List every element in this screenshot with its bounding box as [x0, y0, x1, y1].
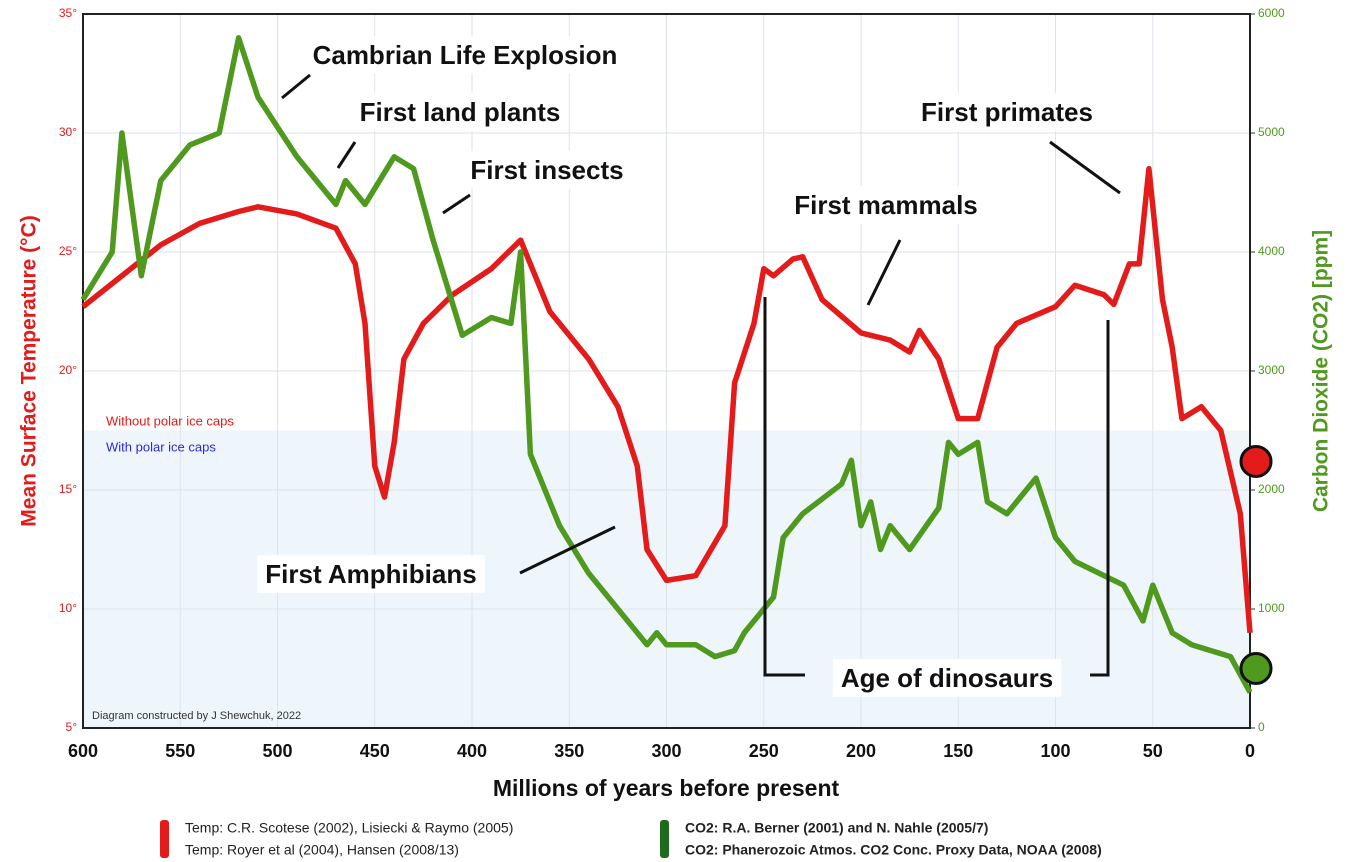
annotation: Cambrian Life Explosion: [313, 40, 618, 70]
annotation-bg: [351, 92, 569, 131]
annotation: First Amphibians: [265, 559, 476, 589]
plot-frame: [82, 13, 1251, 729]
present-marker: [1239, 444, 1273, 478]
y2-tick-label: 6000: [1258, 6, 1285, 20]
x-tick-label: 600: [68, 741, 98, 761]
x-tick-label: 150: [943, 741, 973, 761]
leader-line: [442, 193, 471, 215]
source-swatch: [660, 820, 669, 858]
series-line: [81, 165, 1253, 634]
band-legend-entry: With polar ice caps: [106, 439, 216, 454]
y2-axis-label: Carbon Dioxide (CO2) [ppm]: [1310, 230, 1333, 512]
series-line: [80, 35, 1253, 694]
annotation: Age of dinosaurs: [841, 663, 1053, 693]
x-tick-label: 550: [165, 741, 195, 761]
y-tick-label: 15°: [59, 482, 77, 496]
source-text: CO2: R.A. Berner (2001) and N. Nahle (20…: [685, 820, 988, 836]
source-text: Temp: Royer et al (2004), Hansen (2008/1…: [185, 842, 459, 858]
x-axis-label: Millions of years before present: [493, 775, 840, 801]
leader-line: [1049, 140, 1121, 195]
x-tick-label: 350: [554, 741, 584, 761]
x-tick-label: 500: [262, 741, 292, 761]
annotation-bg: [257, 554, 485, 593]
y-axis-label: Mean Surface Temperature (°C): [18, 215, 41, 526]
y-tick-label: 5°: [66, 720, 78, 734]
x-tick-label: 100: [1040, 741, 1070, 761]
annotation: First primates: [921, 97, 1093, 127]
x-tick-label: 0: [1245, 741, 1255, 761]
x-tick-label: 200: [846, 741, 876, 761]
y-tick-label: 35°: [59, 6, 77, 20]
annotation-bg: [462, 150, 632, 189]
annotation-bg: [786, 185, 986, 224]
band-legend-entry: Without polar ice caps: [106, 413, 234, 428]
y2-tick-label: 1000: [1258, 601, 1285, 615]
x-tick-label: 50: [1143, 741, 1163, 761]
y-tick-label: 10°: [59, 601, 77, 615]
source-text: Temp: C.R. Scotese (2002), Lisiecki & Ra…: [185, 820, 513, 836]
y2-tick-label: 3000: [1258, 363, 1285, 377]
leader-line: [336, 141, 357, 169]
dinosaur-bracket: [763, 297, 1110, 677]
y-tick-label: 30°: [59, 125, 77, 139]
annotation-bg: [913, 92, 1101, 131]
x-tick-label: 400: [457, 741, 487, 761]
leader-line: [866, 239, 902, 306]
y2-tick-label: 0: [1258, 720, 1265, 734]
annotation: First mammals: [794, 190, 978, 220]
credit: Diagram constructed by J Shewchuk, 2022: [92, 710, 301, 722]
y-tick-label: 25°: [59, 244, 77, 258]
leader-line: [281, 73, 311, 100]
y2-tick-label: 4000: [1258, 244, 1285, 258]
annotation-bg: [832, 658, 1062, 697]
y2-tick-label: 2000: [1258, 482, 1285, 496]
x-tick-label: 450: [360, 741, 390, 761]
x-tick-label: 250: [749, 741, 779, 761]
present-marker: [1239, 652, 1273, 685]
leader-line: [519, 525, 616, 575]
annotation: First insects: [470, 155, 623, 185]
annotation: First land plants: [360, 97, 561, 127]
y2-tick-label: 5000: [1258, 125, 1285, 139]
source-swatch: [160, 820, 169, 858]
x-tick-label: 300: [651, 741, 681, 761]
annotation-bg: [304, 35, 626, 74]
y-tick-label: 20°: [59, 363, 77, 377]
source-text: CO2: Phanerozoic Atmos. CO2 Conc. Proxy …: [685, 842, 1102, 858]
